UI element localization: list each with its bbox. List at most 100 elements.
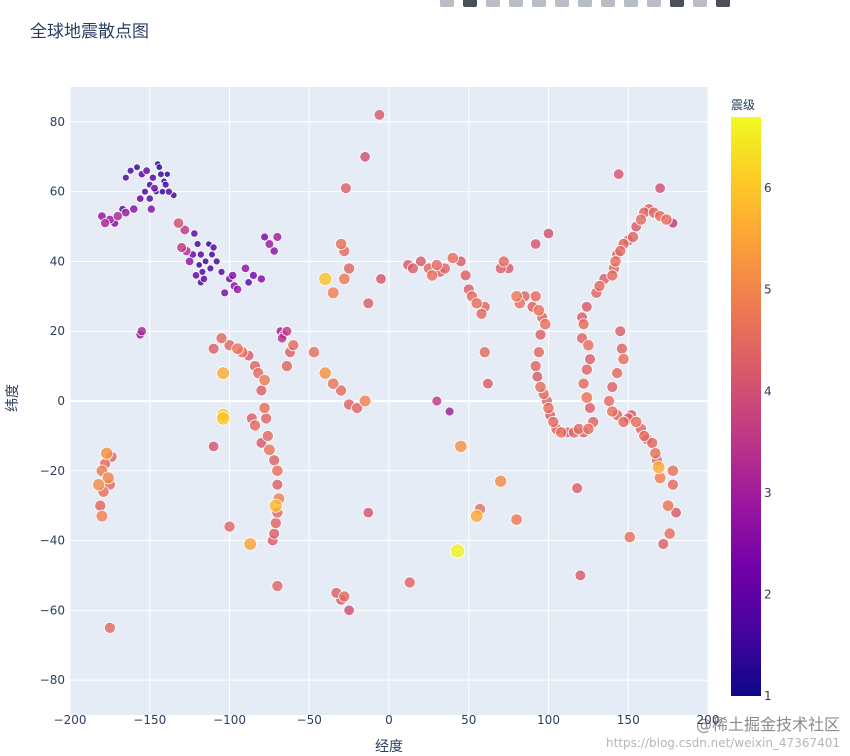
earthquake-point[interactable] bbox=[217, 267, 226, 276]
earthquake-point[interactable] bbox=[415, 255, 427, 268]
earthquake-point[interactable] bbox=[611, 367, 624, 380]
earthquake-point[interactable] bbox=[609, 255, 622, 268]
earthquake-point[interactable] bbox=[95, 509, 109, 523]
earthquake-point[interactable] bbox=[146, 204, 156, 214]
earthquake-point[interactable] bbox=[212, 257, 221, 266]
earthquake-point[interactable] bbox=[542, 227, 555, 240]
hover-compare-icon[interactable] bbox=[670, 0, 684, 7]
plotly-logo-icon[interactable] bbox=[716, 0, 730, 7]
earthquake-point[interactable] bbox=[133, 163, 141, 172]
earthquake-point[interactable] bbox=[469, 509, 484, 523]
earthquake-point[interactable] bbox=[534, 328, 547, 341]
earthquake-point[interactable] bbox=[101, 471, 115, 485]
earthquake-point[interactable] bbox=[215, 411, 231, 426]
earthquake-point[interactable] bbox=[373, 109, 386, 121]
earthquake-point[interactable] bbox=[657, 538, 670, 550]
earthquake-point[interactable] bbox=[547, 415, 560, 428]
earthquake-point[interactable] bbox=[574, 569, 587, 582]
earthquake-point[interactable] bbox=[358, 394, 372, 408]
zoom-out-icon[interactable] bbox=[578, 0, 592, 7]
earthquake-point[interactable] bbox=[430, 258, 443, 271]
earthquake-point[interactable] bbox=[129, 204, 139, 214]
earthquake-point[interactable] bbox=[164, 187, 173, 196]
earthquake-point[interactable] bbox=[339, 182, 352, 195]
earthquake-point[interactable] bbox=[606, 405, 619, 418]
data-points[interactable] bbox=[92, 109, 682, 634]
earthquake-point[interactable] bbox=[92, 478, 106, 492]
earthquake-point[interactable] bbox=[268, 527, 281, 540]
earthquake-point[interactable] bbox=[351, 401, 364, 414]
earthquake-point[interactable] bbox=[459, 269, 472, 282]
earthquake-point[interactable] bbox=[375, 273, 387, 285]
earthquake-point[interactable] bbox=[582, 339, 595, 352]
earthquake-point[interactable] bbox=[100, 218, 111, 229]
earthquake-point[interactable] bbox=[529, 360, 542, 373]
earthquake-point[interactable] bbox=[580, 300, 593, 313]
earthquake-point[interactable] bbox=[362, 506, 375, 519]
earthquake-point[interactable] bbox=[454, 439, 468, 453]
earthquake-point[interactable] bbox=[206, 264, 215, 273]
autoscale-icon[interactable] bbox=[601, 0, 615, 7]
earthquake-point[interactable] bbox=[615, 342, 628, 355]
lasso-select-icon[interactable] bbox=[532, 0, 546, 7]
earthquake-point[interactable] bbox=[287, 339, 300, 352]
earthquake-point[interactable] bbox=[530, 238, 542, 250]
earthquake-point[interactable] bbox=[193, 240, 202, 248]
earthquake-point[interactable] bbox=[444, 406, 455, 417]
earthquake-point[interactable] bbox=[614, 325, 627, 338]
earthquake-point[interactable] bbox=[627, 230, 640, 243]
earthquake-point[interactable] bbox=[606, 381, 619, 393]
earthquake-point[interactable] bbox=[661, 499, 675, 512]
earthquake-point[interactable] bbox=[220, 288, 230, 298]
earthquake-point[interactable] bbox=[268, 454, 281, 467]
earthquake-point[interactable] bbox=[163, 170, 171, 178]
earthquake-point[interactable] bbox=[228, 270, 238, 280]
zoom-in-icon[interactable] bbox=[555, 0, 569, 7]
earthquake-point[interactable] bbox=[240, 263, 251, 274]
earthquake-point[interactable] bbox=[532, 346, 545, 359]
earthquake-point[interactable] bbox=[529, 290, 542, 303]
earthquake-point[interactable] bbox=[176, 242, 188, 253]
earthquake-point[interactable] bbox=[617, 352, 630, 366]
reset-axes-icon[interactable] bbox=[624, 0, 638, 7]
earthquake-point[interactable] bbox=[531, 370, 544, 383]
earthquake-point[interactable] bbox=[281, 325, 293, 337]
earthquake-point[interactable] bbox=[161, 180, 170, 189]
earthquake-point[interactable] bbox=[155, 163, 163, 171]
box-select-icon[interactable] bbox=[509, 0, 523, 7]
earthquake-point[interactable] bbox=[112, 211, 123, 222]
earthquake-point[interactable] bbox=[470, 297, 483, 310]
earthquake-point[interactable] bbox=[663, 527, 676, 540]
earthquake-point[interactable] bbox=[406, 262, 419, 275]
earthquake-point[interactable] bbox=[216, 366, 230, 380]
earthquake-point[interactable] bbox=[318, 271, 333, 286]
earthquake-point[interactable] bbox=[272, 232, 283, 242]
earthquake-point[interactable] bbox=[635, 213, 648, 226]
earthquake-point[interactable] bbox=[478, 346, 491, 359]
earthquake-point[interactable] bbox=[617, 415, 630, 428]
earthquake-point[interactable] bbox=[260, 412, 273, 425]
earthquake-point[interactable] bbox=[261, 429, 274, 442]
earthquake-point[interactable] bbox=[280, 360, 293, 373]
earthquake-point[interactable] bbox=[126, 166, 135, 175]
earthquake-point[interactable] bbox=[482, 377, 494, 390]
earthquake-point[interactable] bbox=[571, 482, 584, 495]
earthquake-point[interactable] bbox=[195, 261, 203, 269]
earthquake-point[interactable] bbox=[326, 286, 340, 300]
earthquake-point[interactable] bbox=[268, 498, 283, 513]
earthquake-point[interactable] bbox=[184, 256, 195, 267]
earthquake-point[interactable] bbox=[269, 517, 282, 530]
earthquake-point[interactable] bbox=[449, 543, 466, 559]
earthquake-point[interactable] bbox=[136, 326, 147, 337]
earthquake-point[interactable] bbox=[199, 274, 209, 283]
earthquake-point[interactable] bbox=[269, 246, 279, 256]
earthquake-point[interactable] bbox=[157, 170, 165, 179]
earthquake-point[interactable] bbox=[577, 318, 590, 331]
earthquake-point[interactable] bbox=[338, 590, 351, 603]
earthquake-point[interactable] bbox=[94, 499, 107, 512]
earthquake-point[interactable] bbox=[145, 194, 154, 203]
earthquake-point[interactable] bbox=[141, 187, 149, 196]
earthquake-point[interactable] bbox=[425, 269, 439, 282]
earthquake-point[interactable] bbox=[338, 272, 351, 286]
earthquake-point[interactable] bbox=[172, 217, 185, 229]
